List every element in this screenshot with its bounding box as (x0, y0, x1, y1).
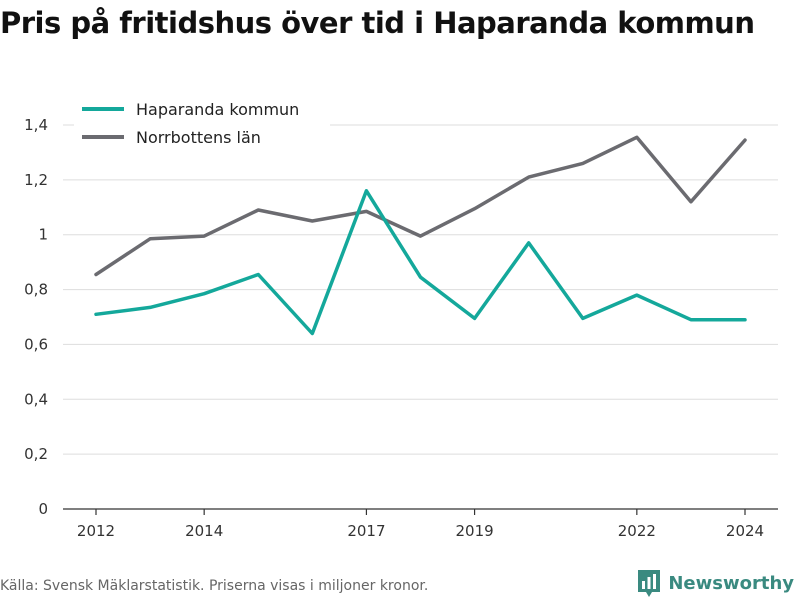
y-tick-label: 1,2 (24, 171, 48, 189)
newsworthy-logo[interactable]: Newsworthy (636, 568, 794, 598)
y-tick-label: 1,4 (24, 116, 48, 134)
source-note: Källa: Svensk Mäklarstatistik. Priserna … (0, 578, 429, 594)
x-tick-label: 2012 (77, 522, 115, 540)
x-axis: 2012 2014 2017 2019 2022 2024 (63, 508, 778, 540)
y-tick-label: 0 (38, 500, 48, 518)
y-tick-label: 0,2 (24, 445, 48, 463)
y-axis-ticks: 0 0,2 0,4 0,6 0,8 1 1,2 1,4 (24, 116, 48, 518)
brand-name: Newsworthy (668, 572, 794, 594)
legend-label: Haparanda kommun (136, 100, 299, 119)
chart-title: Pris på fritidshus över tid i Haparanda … (0, 6, 755, 40)
legend: Haparanda kommun Norrbottens län (74, 95, 330, 155)
gridlines (63, 124, 778, 455)
legend-label: Norrbottens län (136, 128, 261, 147)
y-tick-label: 0,4 (24, 390, 48, 408)
series-line (94, 189, 747, 336)
y-tick-label: 0,8 (24, 281, 48, 299)
line-chart: 0 0,2 0,4 0,6 0,8 1 1,2 1,4 2012 2014 2017 2019 202… (24, 95, 778, 540)
y-tick-label: 0,6 (24, 335, 48, 353)
x-tick-label: 2017 (347, 522, 385, 540)
series-line (94, 135, 747, 277)
x-tick-label: 2019 (455, 522, 493, 540)
bar-chart-logo-icon (638, 570, 661, 597)
legend-background (74, 95, 330, 155)
x-tick-label: 2014 (185, 522, 223, 540)
x-tick-label: 2024 (726, 522, 764, 540)
x-tick-label: 2022 (618, 522, 656, 540)
y-tick-label: 1 (38, 226, 48, 244)
series-lines (94, 135, 747, 336)
